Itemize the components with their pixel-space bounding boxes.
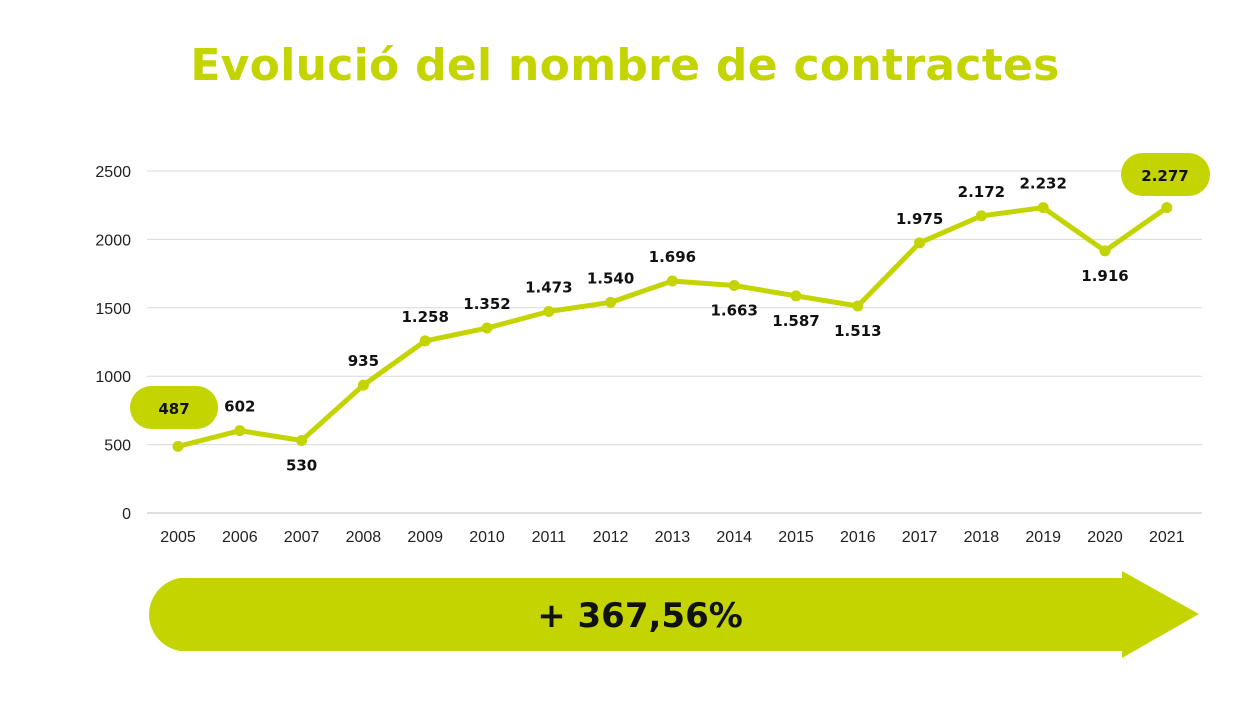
x-tick-label: 2009 [407,529,443,546]
data-label: 1.696 [649,248,696,266]
data-point [172,440,184,452]
x-tick-labels: 2005 2006 2007 2008 2009 2010 2011 2012 2013 2014… [160,529,1184,546]
data-point [975,210,987,222]
data-label: 1.663 [710,302,757,320]
data-point [605,296,617,308]
y-tick-label: 2000 [95,232,131,249]
data-label: 1.352 [463,295,510,313]
data-label: 1.473 [525,278,572,296]
y-tick-label: 0 [122,506,131,523]
data-label: 2.232 [1019,175,1066,193]
data-label: 1.540 [587,269,634,287]
y-tick-label: 1500 [95,301,131,318]
data-point [852,300,864,312]
data-label: 2.172 [958,183,1005,201]
grid-lines [147,170,1202,514]
data-label: 487 [158,400,189,418]
data-label: 1.975 [896,210,943,228]
data-point [296,434,308,446]
series-line-path [175,205,1170,449]
data-label: 1.587 [772,312,819,330]
chart-title: Evolució del nombre de contractes [190,40,1060,91]
data-point [357,379,369,391]
x-tick-label: 2017 [902,529,938,546]
series-line [175,205,1170,449]
data-label: 1.513 [834,322,881,340]
data-label: 1.916 [1081,267,1128,285]
x-tick-label: 2020 [1087,529,1123,546]
label-pill-2021 [1121,153,1210,196]
x-tick-label: 2015 [778,529,814,546]
data-point [914,237,926,249]
data-label: 602 [224,398,255,416]
x-tick-label: 2016 [840,529,876,546]
data-label: 1.258 [401,308,448,326]
data-point [543,305,555,317]
data-point [666,275,678,287]
x-tick-label: 2010 [469,529,505,546]
data-point [419,335,431,347]
x-tick-label: 2007 [284,529,320,546]
data-label: 935 [348,352,379,370]
data-point [1099,245,1111,257]
label-pill-2005 [130,386,218,429]
data-point [234,425,246,437]
x-tick-label: 2021 [1149,529,1185,546]
growth-percentage: + 367,56% [537,596,743,636]
x-tick-label: 2011 [532,529,567,546]
y-tick-label: 500 [104,438,131,455]
x-tick-label: 2018 [964,529,1000,546]
data-point [790,290,802,302]
y-tick-labels: 0 500 1000 1500 2000 2500 [95,164,131,523]
data-point [1161,202,1173,214]
x-tick-label: 2013 [655,529,691,546]
y-tick-label: 2500 [95,164,131,181]
y-tick-label: 1000 [95,369,131,386]
x-tick-label: 2005 [160,529,196,546]
x-tick-label: 2019 [1025,529,1061,546]
x-tick-label: 2006 [222,529,258,546]
data-point [481,322,493,334]
data-label: 2.277 [1141,167,1188,185]
data-label: 530 [286,456,317,474]
data-point [1037,202,1049,214]
x-tick-label: 2012 [593,529,629,546]
x-tick-label: 2008 [346,529,382,546]
x-tick-label: 2014 [716,529,752,546]
data-points [172,202,1173,452]
data-labels: 487 602 530 935 1.258 1.352 1.473 1.540 1.696 1.6… [130,153,1210,474]
data-point [728,280,740,292]
